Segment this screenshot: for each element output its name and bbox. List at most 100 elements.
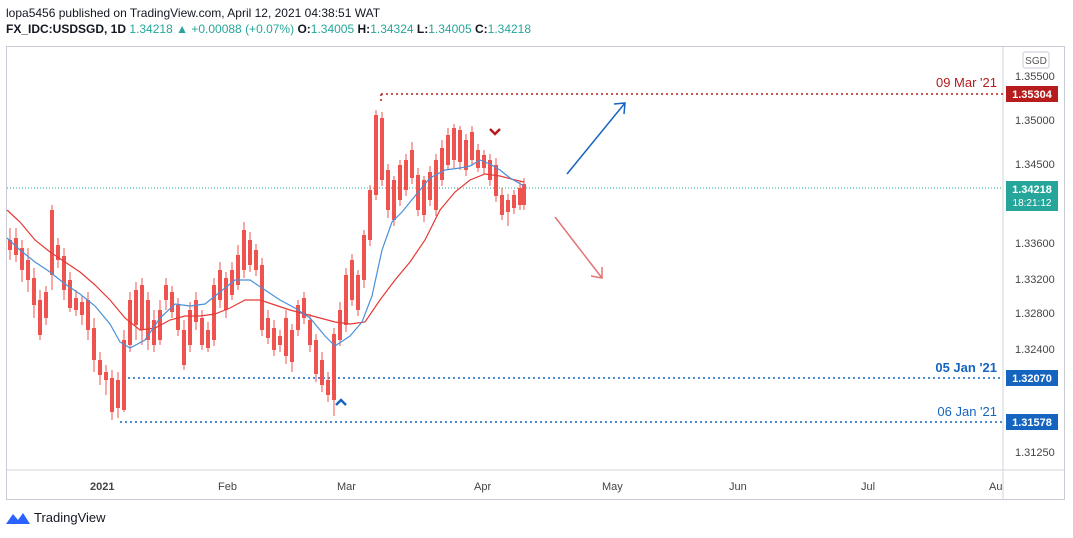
- time-axis: 2021 Feb Mar Apr May Jun Jul Au: [90, 481, 1002, 493]
- candle-body: [68, 280, 72, 308]
- price-tick: 1.32800: [1015, 308, 1055, 320]
- time-tick: Jul: [861, 481, 875, 493]
- candle-body: [200, 318, 204, 345]
- open-value: 1.34005: [310, 22, 355, 36]
- bar-countdown: 18:21:12: [1013, 198, 1052, 209]
- candle-body: [386, 170, 390, 210]
- level-label-high: 09 Mar '21: [936, 75, 997, 90]
- candle-body: [522, 184, 526, 205]
- low-value: 1.34005: [428, 22, 472, 36]
- candle-body: [320, 360, 324, 385]
- bullish-arrow[interactable]: [566, 102, 626, 175]
- moving-average-fast-line[interactable]: [6, 159, 525, 349]
- footer-branding[interactable]: TradingView: [6, 510, 106, 525]
- candle-body: [50, 210, 54, 275]
- candle-body: [248, 240, 252, 265]
- candle-body: [428, 172, 432, 200]
- price-tick: 1.35000: [1015, 115, 1055, 127]
- candle-body: [446, 135, 450, 165]
- candle-body: [8, 240, 12, 250]
- price-tag-low-text: 1.31578: [1012, 417, 1052, 429]
- bearish-arrow[interactable]: [554, 216, 603, 279]
- candle-body: [62, 256, 66, 290]
- candles: [8, 110, 526, 420]
- last-price: 1.34218: [129, 22, 173, 36]
- candle-body: [236, 255, 240, 285]
- currency-badge-label: SGD: [1025, 56, 1047, 67]
- candle-body: [254, 250, 258, 270]
- price-tick: 1.34500: [1015, 159, 1055, 171]
- candle-body: [266, 318, 270, 338]
- close-label: C:: [474, 22, 488, 36]
- time-tick: Jun: [729, 481, 747, 493]
- symbol-label[interactable]: FX_IDC:USDSGD, 1D: [6, 22, 127, 36]
- chart-frame[interactable]: [6, 46, 1065, 500]
- fractal-down-marker-icon: [489, 128, 501, 136]
- candle-body: [140, 285, 144, 330]
- price-tick: 1.31250: [1015, 447, 1055, 459]
- up-triangle-icon: ▲: [176, 22, 188, 36]
- price-tick: 1.33200: [1015, 274, 1055, 286]
- currency-badge[interactable]: [1022, 51, 1050, 69]
- price-tag-mid: [1006, 370, 1058, 386]
- candle-body: [350, 260, 354, 300]
- price-tick: 1.33600: [1015, 238, 1055, 250]
- level-label-low: 06 Jan '21: [937, 404, 997, 419]
- candle-body: [242, 230, 246, 270]
- candle-body: [500, 195, 504, 215]
- candle-body: [356, 275, 360, 310]
- low-label: L:: [416, 22, 429, 36]
- time-tick: Apr: [474, 481, 491, 493]
- candle-body: [398, 165, 402, 200]
- candle-body: [32, 278, 36, 305]
- candle-body: [260, 265, 264, 330]
- candle-body: [332, 334, 336, 400]
- candle-body: [368, 190, 372, 240]
- candle-body: [506, 200, 510, 212]
- candle-body: [494, 165, 498, 196]
- candle-body: [404, 160, 408, 190]
- price-axis: 1.35500 1.35000 1.34500 1.33600 1.33200 …: [1015, 71, 1055, 459]
- candle-body: [344, 275, 348, 325]
- candle-body: [518, 188, 522, 205]
- candle-body: [74, 298, 78, 310]
- candle-body: [80, 302, 84, 315]
- candle-body: [410, 150, 414, 178]
- candle-body: [458, 130, 462, 162]
- brand-name: TradingView: [34, 510, 106, 525]
- candle-body: [146, 300, 150, 340]
- candle-body: [338, 310, 342, 340]
- level-label-mid: 05 Jan '21: [935, 360, 997, 375]
- candle-body: [206, 330, 210, 348]
- candle-body: [392, 180, 396, 220]
- price-change: +0.00088 (+0.07%): [191, 22, 295, 36]
- time-tick: Au: [989, 481, 1002, 493]
- candle-body: [224, 278, 228, 310]
- candle-body: [104, 372, 108, 380]
- moving-average-slow-line[interactable]: [6, 173, 525, 331]
- candle-body: [218, 270, 222, 300]
- time-tick: Mar: [337, 481, 356, 493]
- candle-body: [98, 360, 102, 375]
- candle-body: [488, 160, 492, 180]
- price-tag-high: [1006, 86, 1058, 102]
- candle-body: [302, 298, 306, 318]
- candle-body: [44, 292, 48, 318]
- candle-body: [188, 310, 192, 345]
- price-tick: 1.32400: [1015, 344, 1055, 356]
- candle-body: [362, 235, 366, 280]
- candle-body: [512, 195, 516, 208]
- published-line: lopa5456 published on TradingView.com, A…: [6, 6, 381, 20]
- candle-body: [38, 300, 42, 335]
- fractal-up-marker-icon: [335, 398, 347, 406]
- candle-body: [170, 292, 174, 312]
- candle-body: [56, 245, 60, 260]
- price-tag-mid-text: 1.32070: [1012, 373, 1052, 385]
- price-tag-low: [1006, 414, 1058, 430]
- candle-body: [326, 380, 330, 395]
- high-label: H:: [357, 22, 371, 36]
- candle-body: [110, 378, 114, 412]
- candle-body: [86, 300, 90, 330]
- candle-body: [440, 148, 444, 180]
